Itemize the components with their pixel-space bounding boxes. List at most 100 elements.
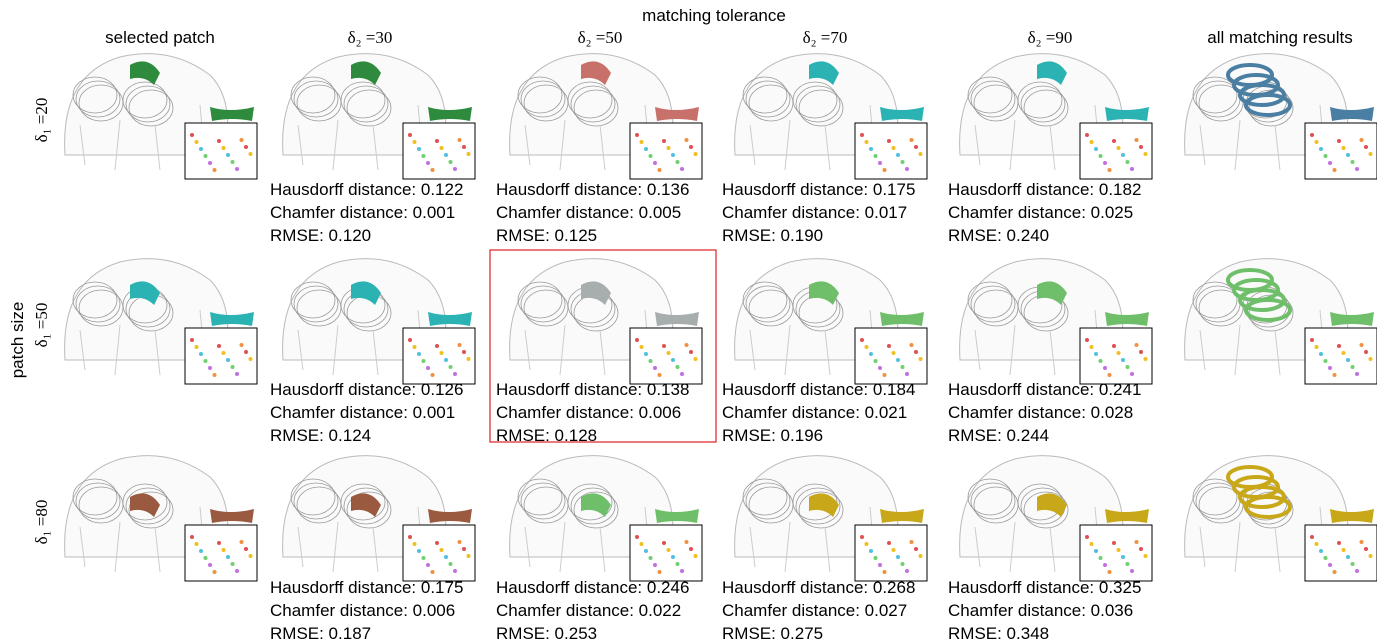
inset-dot bbox=[1085, 338, 1089, 342]
inset-dot bbox=[213, 373, 217, 377]
inset-dot bbox=[649, 556, 653, 560]
metric-line: RMSE: 0.128 bbox=[496, 424, 597, 447]
inset-dot bbox=[1117, 548, 1121, 552]
thumbnail bbox=[735, 456, 927, 581]
inset-dot bbox=[199, 549, 203, 553]
inset-dot bbox=[1346, 358, 1350, 362]
inset-dot bbox=[914, 145, 918, 149]
inset-dot bbox=[1369, 554, 1373, 558]
inset-dot bbox=[1103, 161, 1107, 165]
inset-dot bbox=[658, 168, 662, 172]
inset-dot bbox=[462, 145, 466, 149]
inset-dot bbox=[676, 160, 680, 164]
inset-dot bbox=[195, 140, 199, 144]
inset-dot bbox=[860, 338, 864, 342]
inset-dot bbox=[887, 344, 891, 348]
metric-line: RMSE: 0.253 bbox=[496, 622, 597, 642]
inset-dot bbox=[644, 147, 648, 151]
inset-dot bbox=[676, 562, 680, 566]
inset-dot bbox=[1324, 154, 1328, 158]
inset-dot bbox=[204, 556, 208, 560]
inset-dot bbox=[1364, 145, 1368, 149]
inset-dot bbox=[896, 555, 900, 559]
column-header: δ₂ =70 bbox=[803, 28, 848, 48]
inset-dot bbox=[635, 338, 639, 342]
inset-dot bbox=[408, 338, 412, 342]
inset-dot bbox=[1310, 338, 1314, 342]
metric-line: Hausdorff distance: 0.268 bbox=[722, 576, 915, 599]
inset-dot bbox=[1135, 540, 1139, 544]
inset-dot bbox=[453, 569, 457, 573]
inset-dot bbox=[1112, 344, 1116, 348]
inset-dot bbox=[689, 350, 693, 354]
inset-dot bbox=[1369, 152, 1373, 156]
inset-dot bbox=[1310, 535, 1314, 539]
inset-dot bbox=[453, 372, 457, 376]
patch-zoom bbox=[1105, 509, 1149, 523]
inset-dot bbox=[1328, 563, 1332, 567]
inset-dot bbox=[467, 357, 471, 361]
inset-dot bbox=[240, 540, 244, 544]
inset-dot bbox=[413, 345, 417, 349]
inset-dot bbox=[1126, 365, 1130, 369]
inset-dot bbox=[919, 554, 923, 558]
inset-dot bbox=[231, 562, 235, 566]
inset-dot bbox=[1315, 542, 1319, 546]
inset-dot bbox=[1130, 372, 1134, 376]
inset-dot bbox=[1108, 373, 1112, 377]
inset-dot bbox=[417, 147, 421, 151]
thumbnail bbox=[65, 456, 257, 581]
inset-dot bbox=[640, 542, 644, 546]
inset-dot bbox=[444, 153, 448, 157]
row-label: δ₁ =80 bbox=[32, 500, 52, 545]
inset-dot bbox=[640, 345, 644, 349]
inset-dot bbox=[1364, 350, 1368, 354]
inset-dot bbox=[422, 154, 426, 158]
metric-line: RMSE: 0.187 bbox=[270, 622, 371, 642]
inset-dot bbox=[453, 167, 457, 171]
inset-dot bbox=[662, 139, 666, 143]
inset-dot bbox=[1360, 138, 1364, 142]
patch-zoom bbox=[428, 509, 472, 523]
inset-box bbox=[855, 525, 927, 581]
inset-dot bbox=[458, 540, 462, 544]
inset-box bbox=[185, 328, 257, 384]
inset-dot bbox=[653, 366, 657, 370]
metric-line: Hausdorff distance: 0.184 bbox=[722, 378, 915, 401]
inset-dot bbox=[1346, 555, 1350, 559]
metric-line: Hausdorff distance: 0.136 bbox=[496, 178, 689, 201]
inset-dot bbox=[640, 140, 644, 144]
inset-dot bbox=[892, 351, 896, 355]
thumbnail bbox=[510, 259, 702, 384]
metric-line: Chamfer distance: 0.028 bbox=[948, 401, 1133, 424]
inset-dot bbox=[1360, 540, 1364, 544]
inset-dot bbox=[217, 139, 221, 143]
metric-line: Chamfer distance: 0.001 bbox=[270, 201, 455, 224]
inset-dot bbox=[444, 358, 448, 362]
metric-line: Hausdorff distance: 0.126 bbox=[270, 378, 463, 401]
inset-box bbox=[403, 525, 475, 581]
inset-box bbox=[1305, 123, 1377, 179]
inset-dot bbox=[667, 548, 671, 552]
inset-dot bbox=[190, 133, 194, 137]
metric-line: Hausdorff distance: 0.175 bbox=[270, 576, 463, 599]
inset-dot bbox=[199, 147, 203, 151]
inset-dot bbox=[1310, 133, 1314, 137]
column-header: δ₂ =50 bbox=[578, 28, 623, 48]
inset-dot bbox=[1342, 146, 1346, 150]
inset-dot bbox=[685, 138, 689, 142]
inset-dot bbox=[413, 140, 417, 144]
row-axis-label: patch size bbox=[8, 302, 28, 379]
inset-box bbox=[630, 328, 702, 384]
inset-dot bbox=[644, 352, 648, 356]
figure: matching tolerance patch size selected p… bbox=[0, 0, 1377, 642]
inset-box bbox=[630, 525, 702, 581]
thumbnail bbox=[960, 54, 1152, 179]
inset-dot bbox=[1337, 139, 1341, 143]
inset-dot bbox=[217, 541, 221, 545]
thumbnail bbox=[960, 259, 1152, 384]
thumbnail bbox=[283, 54, 475, 179]
patch-zoom bbox=[880, 509, 924, 523]
inset-dot bbox=[680, 372, 684, 376]
inset-dot bbox=[190, 535, 194, 539]
